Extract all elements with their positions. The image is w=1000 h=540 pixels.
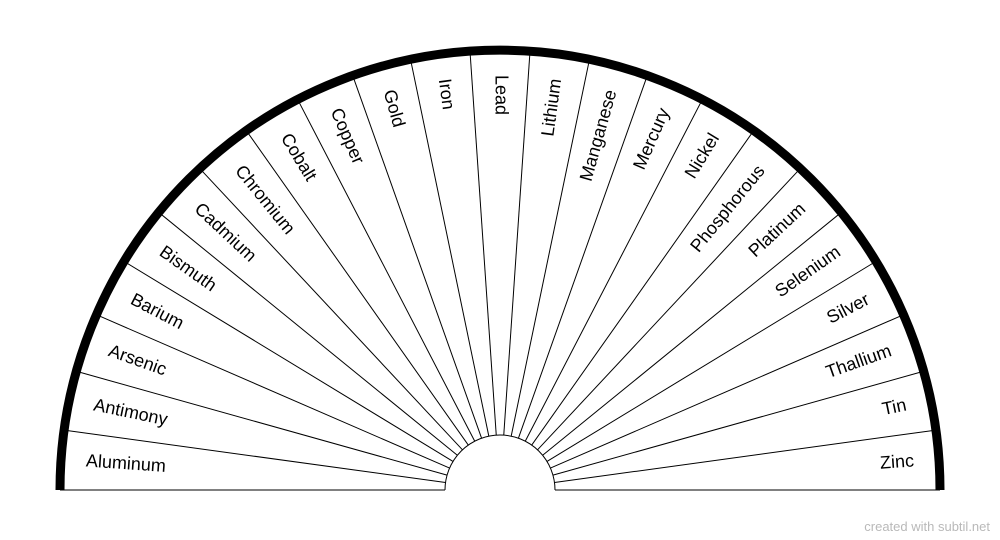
dial-segment-label: Lead xyxy=(491,75,511,115)
dial-segment-label: Tin xyxy=(880,395,908,420)
dial-segment-label: Copper xyxy=(327,105,369,167)
dial-divider xyxy=(200,168,463,449)
dial-inner-arc xyxy=(445,435,555,490)
dial-segment-label: Arsenic xyxy=(106,340,169,379)
dial-segment-label: Bismuth xyxy=(156,241,221,295)
dial-segment-label: Silver xyxy=(823,289,872,327)
dial-segment-label: Gold xyxy=(380,87,410,129)
dial-segment-label: Iron xyxy=(435,77,459,110)
dial-segment-label: Barium xyxy=(128,289,188,333)
dial-segment-label: Platinum xyxy=(744,199,809,261)
dial-divider xyxy=(159,212,458,455)
dial-segment-label: Mercury xyxy=(629,105,673,173)
credit-text: created with subtil.net xyxy=(864,519,990,534)
dial-segment-label: Antimony xyxy=(92,395,170,430)
dial-segment-label: Nickel xyxy=(681,130,724,182)
dial-segment-label: Selenium xyxy=(771,241,844,301)
dial-divider xyxy=(538,168,801,449)
dial-divider xyxy=(298,99,475,441)
dial-segment-label: Thallium xyxy=(823,340,894,382)
dial-divider xyxy=(124,261,453,461)
dial-segment-label: Cadmium xyxy=(191,199,261,266)
dial-segment-label: Aluminum xyxy=(85,450,166,475)
dial-segment-label: Lithium xyxy=(537,77,565,137)
dial-segment-label: Chromium xyxy=(231,161,299,238)
dial-segment-label: Zinc xyxy=(879,450,914,472)
semicircle-dial: Aluminum Antimony Arsenic BariumBismuthCadm… xyxy=(0,0,1000,540)
dial-divider xyxy=(525,99,702,441)
dial-divider xyxy=(353,75,482,438)
dial-segment-label: Cobalt xyxy=(277,130,321,185)
